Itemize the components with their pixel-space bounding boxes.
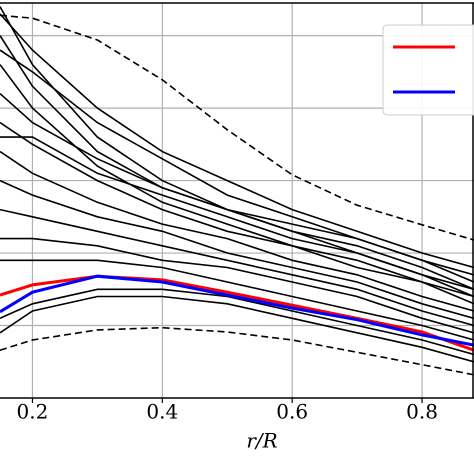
- series-line: [0, 93, 474, 291]
- series-line: [0, 64, 474, 298]
- series-line: [0, 136, 474, 298]
- series-line: [0, 150, 474, 312]
- series-line: [0, 274, 474, 347]
- series-line: [0, 121, 474, 305]
- x-tick-label: 0.6: [276, 400, 308, 424]
- series-line: [0, 179, 474, 320]
- series-line: [0, 237, 474, 334]
- x-axis-label: r/R: [246, 429, 277, 453]
- legend-box: [382, 24, 474, 116]
- series-line: [0, 326, 474, 376]
- series-line: [0, 14, 474, 241]
- series-line: [0, 49, 474, 276]
- plot-area: [0, 3, 474, 398]
- series-line: [0, 274, 474, 352]
- series-line: [0, 259, 474, 341]
- legend: [382, 24, 474, 116]
- series-line: [0, 13, 474, 269]
- x-tick-label: 0.8: [406, 400, 438, 424]
- series-line: [0, 208, 474, 327]
- x-tick-label: 0.2: [17, 400, 49, 424]
- x-tick-label: 0.4: [146, 400, 178, 424]
- series-line: [0, 295, 474, 363]
